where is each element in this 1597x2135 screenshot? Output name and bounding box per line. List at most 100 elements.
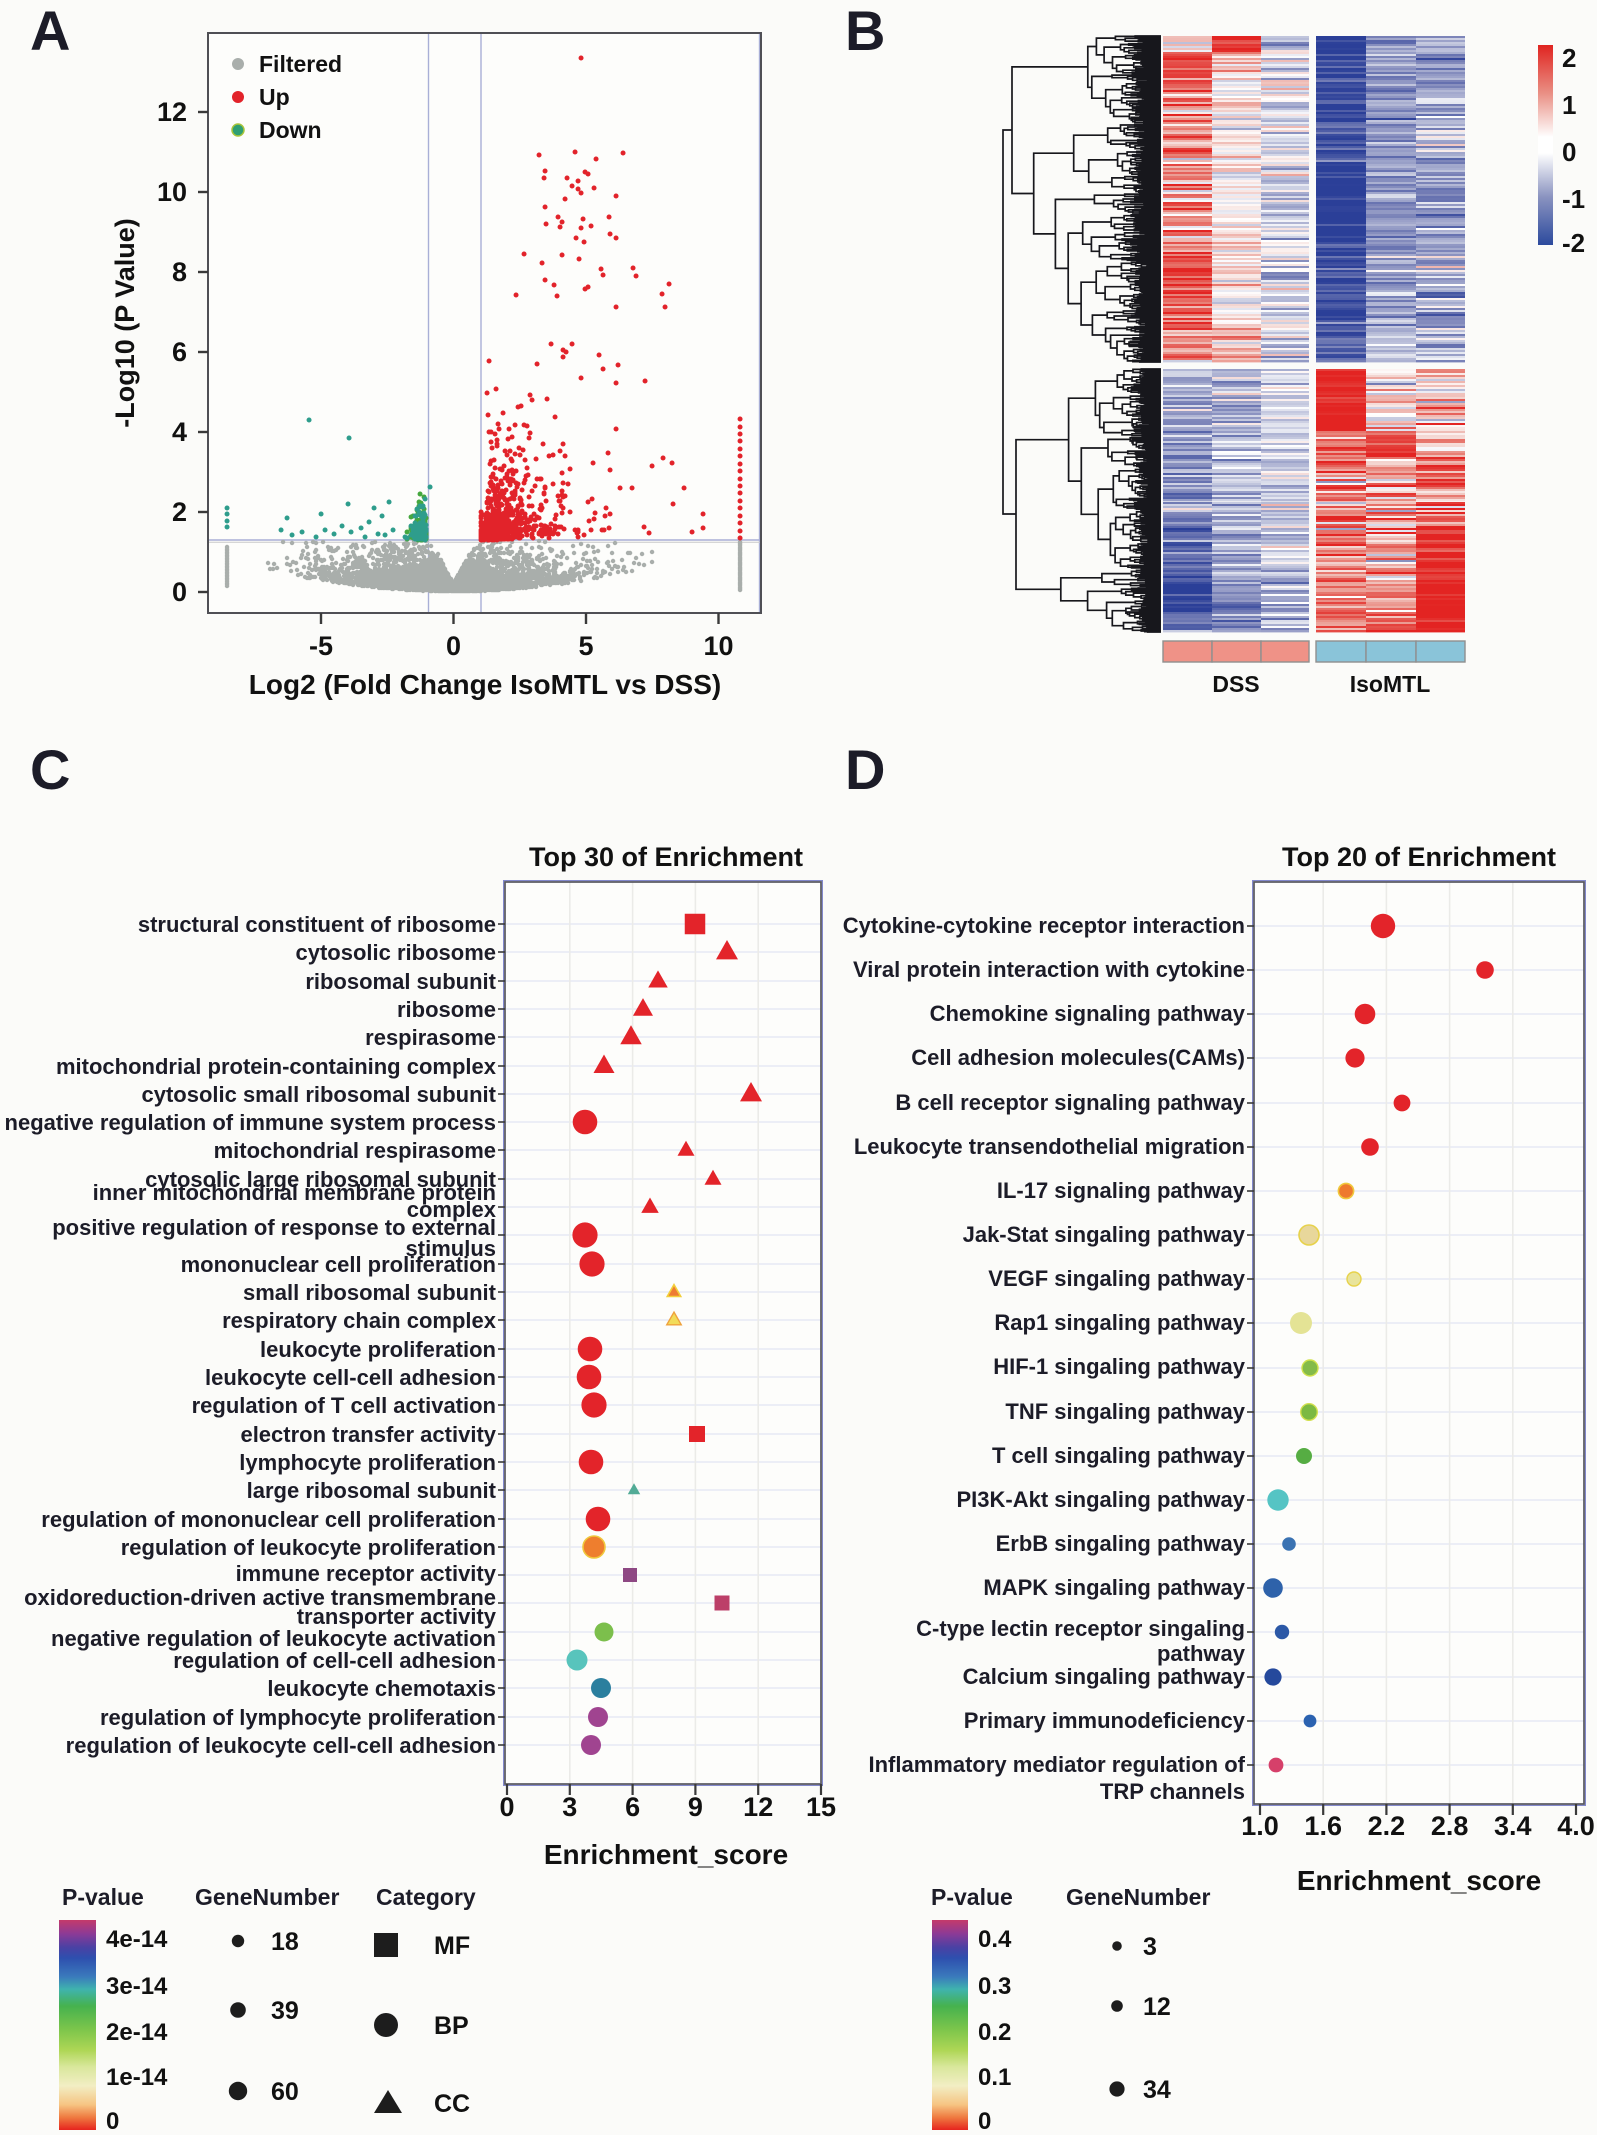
svg-text:-5: -5 [309, 631, 333, 661]
svg-text:1e-14: 1e-14 [106, 2064, 168, 2091]
svg-text:8: 8 [172, 257, 187, 287]
svg-text:Calcium singaling pathway: Calcium singaling pathway [963, 1664, 1246, 1689]
svg-text:Jak-Stat singaling pathway: Jak-Stat singaling pathway [963, 1222, 1246, 1247]
svg-text:2: 2 [172, 497, 187, 527]
svg-text:P-value: P-value [62, 1884, 144, 1910]
svg-text:ErbB singaling pathway: ErbB singaling pathway [996, 1531, 1246, 1556]
svg-text:4.0: 4.0 [1557, 1811, 1595, 1841]
svg-text:0: 0 [978, 2108, 991, 2135]
svg-text:Cell adhesion molecules(CAMs): Cell adhesion molecules(CAMs) [911, 1045, 1245, 1070]
svg-text:Cytokine-cytokine receptor int: Cytokine-cytokine receptor interaction [843, 913, 1245, 938]
svg-text:TRP channels: TRP channels [1100, 1779, 1245, 1804]
svg-text:regulation of mononuclear cell: regulation of mononuclear cell prolifera… [41, 1507, 496, 1532]
svg-text:0: 0 [106, 2108, 119, 2135]
svg-text:T cell singaling pathway: T cell singaling pathway [992, 1443, 1246, 1468]
svg-text:GeneNumber: GeneNumber [195, 1884, 339, 1910]
svg-text:0.2: 0.2 [978, 2019, 1011, 2046]
svg-text:cytosolic large ribosomal subu: cytosolic large ribosomal subunit [145, 1167, 497, 1192]
svg-text:ribosome: ribosome [397, 997, 496, 1022]
svg-text:pathway: pathway [1157, 1641, 1246, 1666]
svg-text:1.6: 1.6 [1304, 1811, 1342, 1841]
svg-text:12: 12 [743, 1792, 773, 1822]
svg-text:complex: complex [407, 1197, 497, 1222]
svg-text:Viral protein interaction with: Viral protein interaction with cytokine [853, 957, 1245, 982]
svg-text:immune receptor activity: immune receptor activity [236, 1561, 497, 1586]
svg-text:MF: MF [434, 1932, 470, 1960]
svg-text:0: 0 [172, 577, 187, 607]
svg-text:Top 30 of Enrichment: Top 30 of Enrichment [529, 842, 803, 872]
svg-text:C: C [30, 738, 70, 801]
svg-text:respirasome: respirasome [365, 1025, 496, 1050]
svg-text:B: B [845, 0, 885, 62]
svg-text:-2: -2 [1562, 228, 1585, 258]
svg-text:Leukocyte transendothelial mig: Leukocyte transendothelial migration [854, 1134, 1245, 1159]
svg-text:10: 10 [703, 631, 733, 661]
svg-text:regulation of cell-cell adhesi: regulation of cell-cell adhesion [173, 1648, 496, 1673]
svg-text:VEGF singaling pathway: VEGF singaling pathway [988, 1266, 1245, 1291]
svg-text:-Log10 (P Value): -Log10 (P Value) [110, 218, 140, 428]
svg-text:HIF-1 singaling pathway: HIF-1 singaling pathway [993, 1354, 1246, 1379]
svg-text:stimulus: stimulus [406, 1236, 496, 1261]
svg-text:1.0: 1.0 [1241, 1811, 1279, 1841]
svg-text:structural constituent of ribo: structural constituent of ribosome [138, 912, 496, 937]
svg-text:12: 12 [1143, 1993, 1171, 2021]
svg-text:inner mitochondrial membrane p: inner mitochondrial membrane protein [93, 1180, 496, 1205]
svg-text:12: 12 [157, 97, 187, 127]
svg-text:Top 20 of Enrichment: Top 20 of Enrichment [1282, 842, 1556, 872]
svg-text:electron transfer activity: electron transfer activity [240, 1422, 496, 1447]
svg-text:6: 6 [172, 337, 187, 367]
svg-text:mitochondrial respirasome: mitochondrial respirasome [214, 1138, 496, 1163]
svg-text:regulation of leukocyte prolif: regulation of leukocyte proliferation [121, 1535, 496, 1560]
svg-text:D: D [845, 738, 885, 801]
svg-text:Primary immunodeficiency: Primary immunodeficiency [964, 1708, 1246, 1733]
svg-text:0: 0 [499, 1792, 514, 1822]
svg-text:positive regulation of respons: positive regulation of response to exter… [52, 1215, 496, 1240]
svg-text:5: 5 [578, 631, 593, 661]
svg-text:3.4: 3.4 [1494, 1811, 1532, 1841]
svg-text:regulation of leukocyte cell-c: regulation of leukocyte cell-cell adhesi… [66, 1733, 496, 1758]
svg-text:2e-14: 2e-14 [106, 2019, 168, 2046]
svg-text:18: 18 [271, 1928, 299, 1956]
svg-text:CC: CC [434, 2090, 470, 2118]
svg-text:Down: Down [259, 117, 322, 143]
svg-text:lymphocyte proliferation: lymphocyte proliferation [239, 1450, 496, 1475]
svg-text:B cell receptor signaling path: B cell receptor signaling pathway [895, 1090, 1245, 1115]
svg-text:negative regulation of immune: negative regulation of immune system pro… [5, 1110, 496, 1135]
svg-text:Category: Category [376, 1884, 476, 1910]
svg-text:2.2: 2.2 [1368, 1811, 1406, 1841]
svg-text:IsoMTL: IsoMTL [1350, 671, 1431, 697]
svg-text:small ribosomal subunit: small ribosomal subunit [243, 1280, 497, 1305]
svg-text:Up: Up [259, 84, 290, 110]
svg-text:P-value: P-value [931, 1884, 1013, 1910]
svg-text:Log2 (Fold Change IsoMTL vs DS: Log2 (Fold Change IsoMTL vs DSS) [249, 669, 721, 700]
svg-text:0: 0 [446, 631, 461, 661]
svg-text:cytosolic small ribosomal subu: cytosolic small ribosomal subunit [141, 1082, 496, 1107]
svg-text:34: 34 [1143, 2076, 1171, 2104]
svg-text:PI3K-Akt singaling pathway: PI3K-Akt singaling pathway [957, 1487, 1246, 1512]
svg-text:10: 10 [157, 177, 187, 207]
svg-text:Chemokine signaling pathway: Chemokine signaling pathway [930, 1001, 1246, 1026]
svg-text:negative regulation of leukocy: negative regulation of leukocyte activat… [51, 1626, 496, 1651]
svg-text:4: 4 [172, 417, 187, 447]
svg-text:large ribosomal subunit: large ribosomal subunit [247, 1478, 497, 1503]
svg-text:A: A [30, 0, 70, 62]
svg-text:leukocyte cell-cell adhesion: leukocyte cell-cell adhesion [205, 1365, 496, 1390]
svg-text:Enrichment_score: Enrichment_score [544, 1839, 788, 1870]
svg-text:39: 39 [271, 1997, 299, 2025]
svg-text:leukocyte proliferation: leukocyte proliferation [260, 1337, 496, 1362]
svg-text:60: 60 [271, 2078, 299, 2106]
svg-text:0.1: 0.1 [978, 2064, 1011, 2091]
svg-text:transporter activity: transporter activity [297, 1604, 497, 1629]
svg-text:0.3: 0.3 [978, 1973, 1011, 2000]
svg-text:-1: -1 [1562, 184, 1585, 214]
svg-text:Inflammatory mediator regulati: Inflammatory mediator regulation of [869, 1752, 1246, 1777]
svg-text:3: 3 [1143, 1933, 1157, 1961]
svg-text:6: 6 [625, 1792, 640, 1822]
svg-text:regulation of lymphocyte proli: regulation of lymphocyte proliferation [100, 1705, 496, 1730]
svg-text:regulation of T cell activatio: regulation of T cell activation [192, 1393, 496, 1418]
svg-text:3: 3 [562, 1792, 577, 1822]
svg-text:TNF singaling pathway: TNF singaling pathway [1005, 1399, 1245, 1424]
svg-text:cytosolic ribosome: cytosolic ribosome [295, 940, 496, 965]
svg-text:mitochondrial protein-containi: mitochondrial protein-containing complex [56, 1054, 497, 1079]
svg-text:2: 2 [1562, 43, 1576, 73]
